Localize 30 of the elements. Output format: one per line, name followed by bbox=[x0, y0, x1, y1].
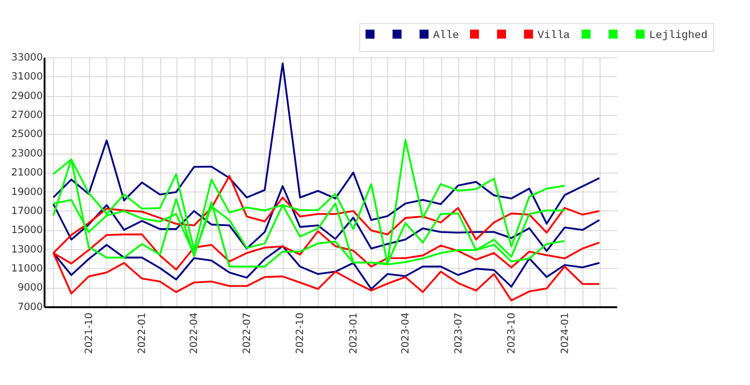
y-tick-label: 23000 bbox=[11, 148, 43, 160]
y-tick-label: 13000 bbox=[11, 244, 43, 256]
x-tick-label: 2022-07 bbox=[242, 312, 253, 354]
legend-label: Lejlighed bbox=[649, 30, 708, 42]
x-tick-label: 2023-04 bbox=[400, 312, 412, 354]
line-series bbox=[52, 62, 600, 225]
y-tick-label: 33000 bbox=[11, 52, 43, 64]
y-tick-label: 27000 bbox=[11, 110, 43, 122]
y-tick-label: 21000 bbox=[11, 168, 43, 179]
x-tick-label: 2022-01 bbox=[137, 312, 148, 354]
y-tick-label: 7000 bbox=[18, 302, 43, 313]
x-tick-label: 2022-10 bbox=[295, 312, 306, 354]
y-tick-label: 19000 bbox=[11, 186, 43, 198]
legend-label: Alle bbox=[433, 30, 459, 42]
y-tick-label: 29000 bbox=[11, 90, 43, 102]
y-tick-label: 9000 bbox=[18, 282, 43, 294]
x-tick-label: 2021-10 bbox=[84, 312, 95, 354]
line-series bbox=[52, 185, 600, 252]
y-tick-label: 31000 bbox=[11, 72, 43, 83]
x-tick-label: 2022-04 bbox=[189, 312, 200, 354]
y-tick-label: 25000 bbox=[11, 129, 43, 140]
x-tick-label: 2023-10 bbox=[506, 312, 518, 354]
line-series bbox=[52, 139, 566, 264]
x-tick-label: 2024-01 bbox=[560, 312, 571, 354]
y-tick-label: 17000 bbox=[11, 206, 43, 217]
y-tick-label: 15000 bbox=[11, 225, 43, 236]
x-tick-label: 2023-07 bbox=[453, 312, 464, 354]
x-tick-label: 2023-01 bbox=[348, 312, 360, 354]
y-tick-label: 11000 bbox=[11, 264, 43, 275]
legend-label: Villa bbox=[538, 30, 570, 42]
